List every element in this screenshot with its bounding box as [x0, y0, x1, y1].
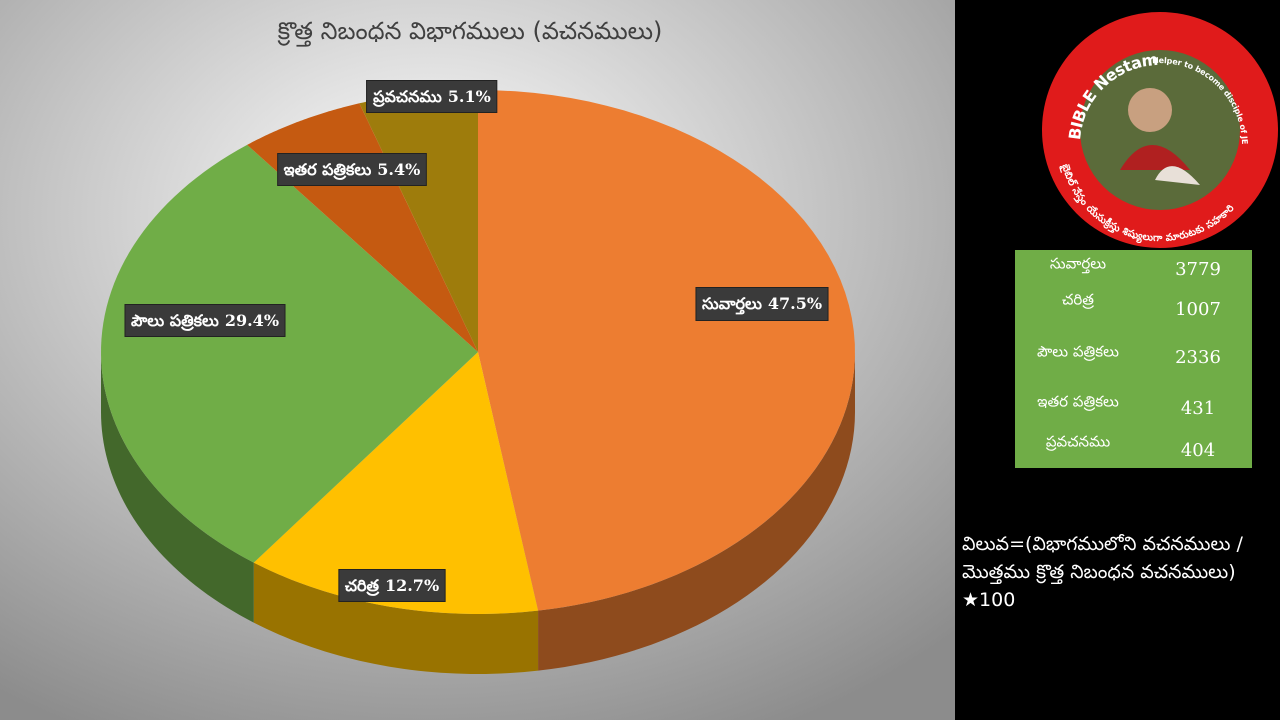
slice [478, 90, 855, 611]
data-label: ఇతర పత్రికలు 5.4% [277, 153, 427, 186]
data-label-box [124, 304, 286, 337]
table-cell: 1007 [1175, 299, 1221, 320]
data-label-text: పౌలు పత్రికలు 29.4% [131, 311, 279, 331]
slice-side [253, 562, 539, 674]
slice-side [538, 352, 855, 671]
data-label: పౌలు పత్రికలు 29.4% [124, 304, 286, 337]
data-label-box [695, 287, 829, 321]
data-label-category: చరిత్ర [345, 576, 380, 596]
data-label-category: పౌలు పత్రికలు [131, 311, 219, 331]
table-cell: 431 [1181, 398, 1215, 419]
logo-figure [1128, 88, 1172, 132]
data-label-box [277, 153, 427, 186]
slice [253, 352, 539, 614]
data-label-value: 5.1% [448, 87, 491, 106]
data-label-text: ఇతర పత్రికలు 5.4% [284, 160, 421, 180]
formula: విలువ=(విభాగములోని వచనములు / మొత్తము క్ర… [962, 533, 1243, 611]
table-cell: 2336 [1175, 347, 1221, 368]
table: సువార్తలు 3779 చరిత్ర 1007 పౌలు పత్రికలు 2336… [1037, 255, 1221, 462]
table-cell: 404 [1181, 440, 1215, 461]
data-label-text: చరిత్ర 12.7% [345, 576, 439, 596]
table-cell: ప్రవచనము [1046, 433, 1111, 452]
table-background [1015, 250, 1252, 468]
table-cell: సువార్తలు [1050, 255, 1106, 274]
logo-figure [1155, 166, 1200, 185]
data-label-text: సువార్తలు 47.5% [702, 294, 822, 315]
data-label-value: 47.5% [768, 294, 822, 313]
data-label: చరిత్ర 12.7% [338, 569, 446, 602]
pie [101, 90, 855, 674]
data-label: సువార్తలు 47.5% [695, 287, 829, 321]
data-label-box [338, 569, 446, 602]
data-labels: సువార్తలు 47.5% చరిత్ర 12.7% పౌలు పత్రికలు 29… [124, 80, 829, 602]
table-cell: ఇతర పత్రికలు [1037, 393, 1119, 412]
data-label-text: ప్రవచనము 5.1% [373, 87, 491, 107]
data-label-category: ఇతర పత్రికలు [284, 160, 372, 180]
logo-figure [1120, 145, 1190, 170]
data-label-category: ప్రవచనము [373, 87, 443, 107]
slice-side [101, 352, 254, 623]
table-cell: 3779 [1175, 259, 1221, 280]
data-label-value: 29.4% [225, 311, 279, 330]
data-label-value: 12.7% [385, 576, 439, 595]
data-label-value: 5.4% [377, 160, 420, 179]
slice [101, 144, 479, 563]
data-label-box [366, 80, 498, 113]
table-cell: పౌలు పత్రికలు [1037, 343, 1119, 362]
chart-title: క్రొత్త నిబంధన విభాగములు (వచనములు) [277, 17, 662, 47]
table-cell: చరిత్ర [1062, 291, 1094, 310]
data-label-category: సువార్తలు [702, 294, 762, 315]
data-label: ప్రవచనము 5.1% [366, 80, 498, 113]
